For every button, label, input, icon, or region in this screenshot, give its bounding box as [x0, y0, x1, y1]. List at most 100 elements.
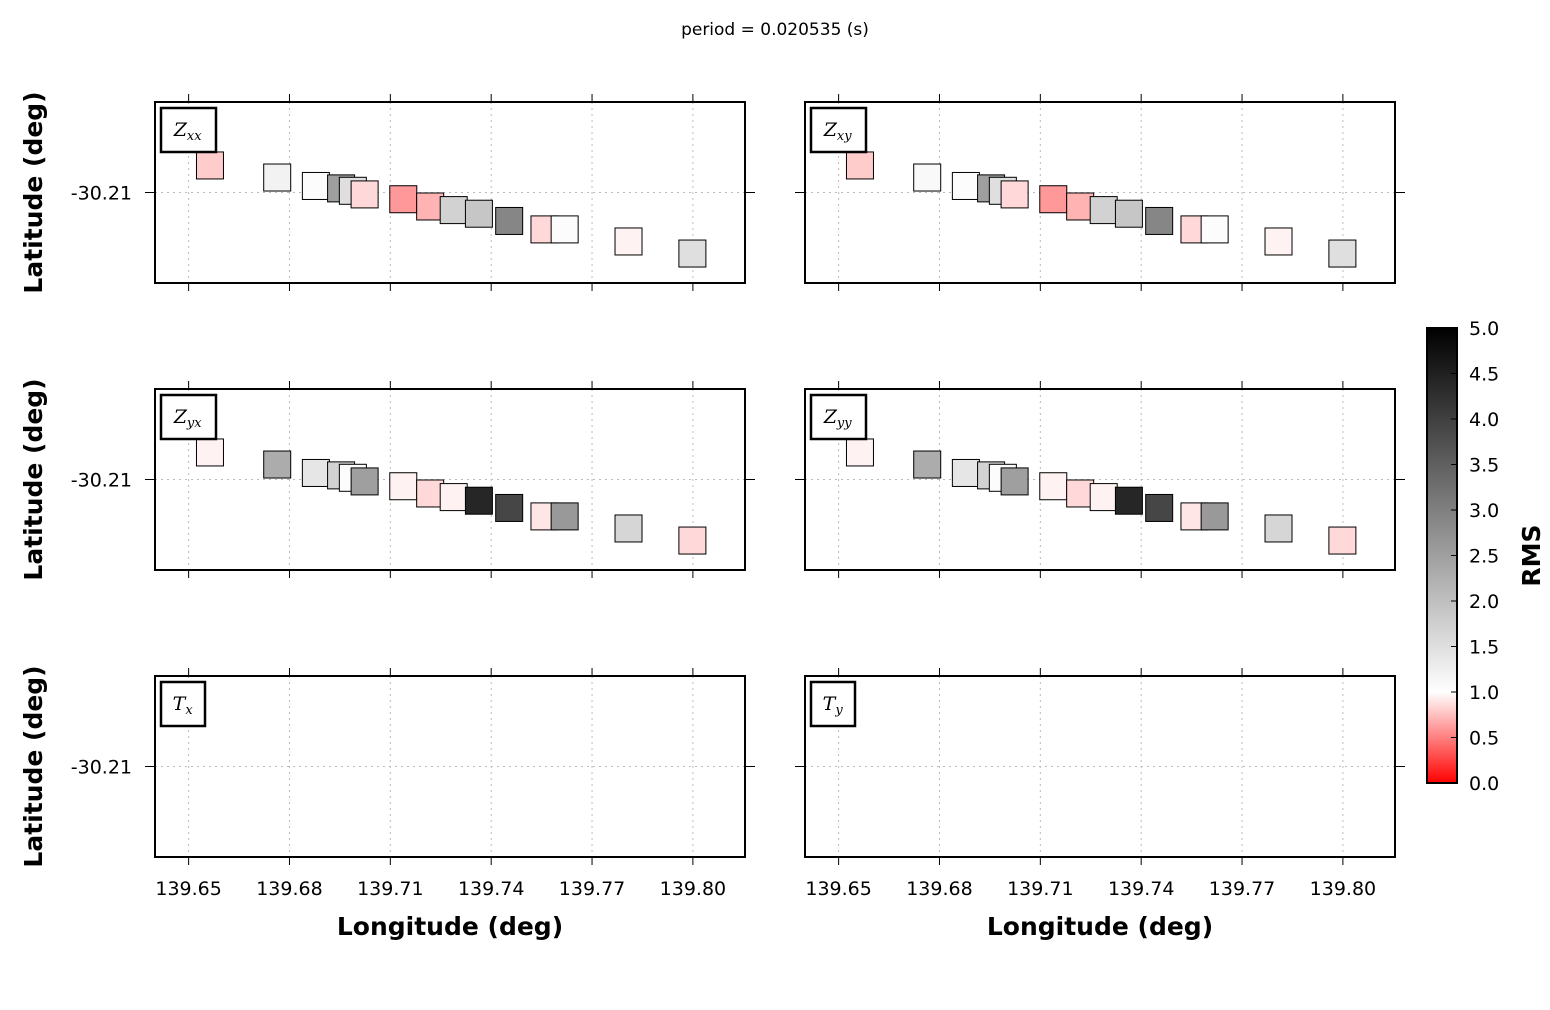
panel-label-box [809, 393, 868, 441]
panel-label-main: Z [823, 119, 838, 141]
station-marker [301, 458, 330, 487]
station-marker [913, 450, 942, 479]
panel-t-y: Ty 139.65 139.68 139.71 139.74 139.77 139.80 Lo… [795, 668, 1405, 941]
y-axis-label: Latitude (deg) [19, 378, 48, 580]
panel-label: Zxy [823, 119, 853, 144]
panel-label-sub: xy [837, 129, 852, 144]
colorbar-tick-label: 2.0 [1469, 591, 1499, 613]
station-marker [263, 163, 292, 192]
station-marker [464, 199, 493, 228]
panel-label-main: Z [823, 406, 838, 428]
colorbar-tick-label: 0.5 [1469, 728, 1499, 750]
x-tick-label: 139.65 [155, 878, 221, 900]
panel-label-sub: yx [186, 416, 202, 431]
station-marker [845, 438, 874, 467]
panel-label: Zyx [173, 406, 203, 431]
station-marker [951, 171, 980, 200]
panel-label: Zxx [173, 119, 203, 144]
x-tick-label: 139.80 [1310, 878, 1376, 900]
panel-label-box [809, 680, 857, 728]
x-tick-label: 139.68 [906, 878, 972, 900]
station-marker [416, 192, 445, 221]
panel-label-main: T [823, 693, 837, 715]
station-marker [678, 239, 707, 268]
station-marker [416, 479, 445, 508]
x-axis-label: Longitude (deg) [987, 912, 1213, 941]
panel-t-x: Tx -30.21 Latitude (deg) 139.65 139.68 139.71… [19, 665, 755, 941]
station-marker [301, 171, 330, 200]
station-marker [1000, 467, 1029, 496]
station-marker [1066, 192, 1095, 221]
panel-label-sub: y [834, 703, 843, 718]
station-marker [614, 227, 643, 256]
station-marker [951, 458, 980, 487]
station-marker [495, 493, 524, 522]
station-marker [1145, 493, 1174, 522]
colorbar-tick-label: 3.5 [1469, 455, 1499, 477]
x-tick-label: 139.77 [559, 878, 625, 900]
colorbar-tick-label: 5.0 [1469, 318, 1499, 340]
station-marker [389, 185, 418, 214]
colorbar: 0.0 0.5 1.0 1.5 2.0 2.5 3.0 3.5 4.0 4.5 5.0 RMS [1426, 318, 1546, 795]
station-marker [1200, 502, 1229, 531]
station-marker [439, 483, 468, 512]
x-tick-label: 139.77 [1209, 878, 1275, 900]
panel-label-sub: x [185, 703, 193, 718]
station-marker [1145, 206, 1174, 235]
station-marker [350, 180, 379, 209]
colorbar-tick-label: 1.5 [1469, 637, 1499, 659]
x-tick-label: 139.68 [256, 878, 322, 900]
y-axis-label: Latitude (deg) [19, 665, 48, 867]
x-tick-label: 139.74 [458, 878, 524, 900]
station-marker [1328, 526, 1357, 555]
panel-label-box [159, 393, 218, 441]
station-marker [464, 486, 493, 515]
station-marker [845, 151, 874, 180]
station-marker [1039, 472, 1068, 501]
station-marker [550, 502, 579, 531]
colorbar-tick-label: 3.0 [1469, 500, 1499, 522]
station-marker [550, 215, 579, 244]
station-marker [1200, 215, 1229, 244]
figure-title: period = 0.020535 (s) [681, 20, 869, 40]
station-marker [913, 163, 942, 192]
y-axis-label: Latitude (deg) [19, 91, 48, 293]
station-marker [1114, 486, 1143, 515]
station-marker [614, 514, 643, 543]
station-marker [1328, 239, 1357, 268]
colorbar-tick-label: 1.0 [1469, 682, 1499, 704]
station-marker [263, 450, 292, 479]
colorbar-tick-label: 4.0 [1469, 409, 1499, 431]
x-tick-label: 139.74 [1108, 878, 1174, 900]
station-marker [1089, 483, 1118, 512]
panel-label-box [159, 680, 207, 728]
panel-z-xx: Zxx -30.21 Latitude (deg) [19, 91, 755, 294]
station-marker [1066, 479, 1095, 508]
panel-label: Zyy [823, 406, 853, 431]
station-marker [1264, 227, 1293, 256]
colorbar-tick-label: 4.5 [1469, 364, 1499, 386]
station-marker [1114, 199, 1143, 228]
panel-label-box [159, 106, 218, 154]
panel-label-box [809, 106, 868, 154]
panel-z-yy: Zyy [795, 381, 1405, 578]
x-tick-label: 139.80 [660, 878, 726, 900]
x-tick-label: 139.71 [357, 878, 423, 900]
panel-label-main: Z [173, 119, 188, 141]
panel-z-xy: Zxy [795, 94, 1405, 291]
colorbar-tick-label: 2.5 [1469, 546, 1499, 568]
station-marker [1089, 196, 1118, 225]
panel-label: Ty [823, 693, 844, 718]
panel-label-main: Z [173, 406, 188, 428]
y-tick-label: -30.21 [71, 183, 132, 205]
y-tick-label: -30.21 [71, 757, 132, 779]
panel-label-sub: yy [836, 416, 852, 431]
station-marker [678, 526, 707, 555]
station-marker [1000, 180, 1029, 209]
x-axis-label: Longitude (deg) [337, 912, 563, 941]
panel-z-yx: Zyx -30.21 Latitude (deg) [19, 378, 755, 581]
station-marker [389, 472, 418, 501]
x-tick-label: 139.71 [1007, 878, 1073, 900]
